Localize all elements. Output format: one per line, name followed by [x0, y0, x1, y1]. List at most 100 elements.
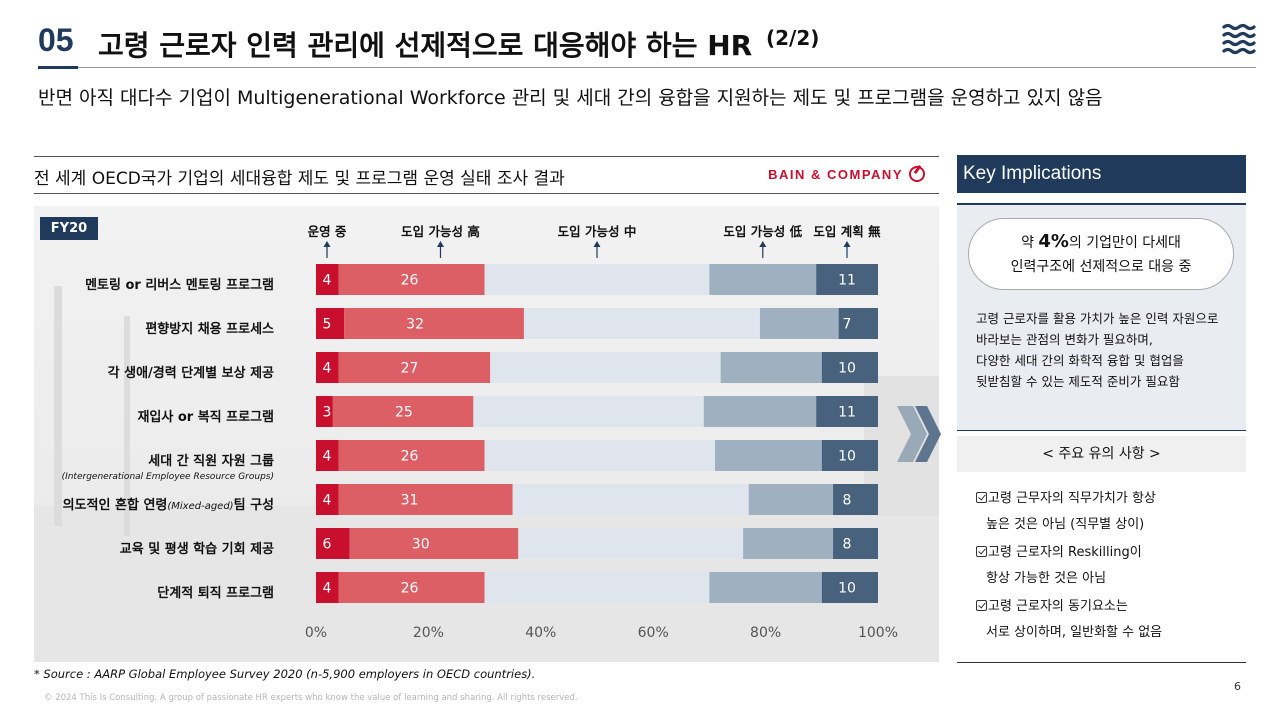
- legend-arrowhead: [323, 241, 331, 247]
- checkbox-icon: [976, 546, 987, 557]
- data-label: 26: [401, 449, 419, 465]
- title-divider: [38, 67, 1256, 68]
- legend-label: 운영 중: [308, 224, 347, 239]
- wave-logo-icon: [1222, 23, 1256, 55]
- checkbox-icon: [976, 600, 987, 611]
- page-subtitle: 반면 아직 대다수 기업이 Multigenerational Workforc…: [38, 87, 1103, 109]
- data-label: 25: [395, 405, 413, 421]
- bar-segment: [512, 484, 749, 515]
- category-label: 각 생애/경력 단계별 보상 제공: [107, 366, 274, 381]
- bar-segment: [338, 264, 485, 295]
- bar-segment: [715, 440, 822, 471]
- cautions-bottom-rule: [957, 662, 1246, 663]
- category-sublabel: (Intergenerational Employee Resource Gro…: [61, 472, 274, 482]
- data-label: 30: [412, 537, 430, 553]
- legend-label: 도입 가능성 低: [723, 224, 802, 239]
- bar-segment: [759, 308, 839, 339]
- data-label: 11: [838, 405, 856, 421]
- bar-segment: [349, 528, 519, 559]
- bar-segment: [709, 264, 817, 295]
- bar-segment: [821, 572, 878, 603]
- bar-segment: [484, 264, 710, 295]
- category-label: 단계적 퇴직 프로그램: [157, 586, 274, 601]
- caution-line1: 고령 근로자의 Reskilling이: [988, 545, 1142, 560]
- cautions-heading: < 주요 유의 사항 >: [957, 436, 1246, 472]
- data-label: 31: [401, 493, 419, 509]
- category-label: 교육 및 평생 학습 기회 제공: [119, 542, 274, 557]
- data-label: 3: [323, 405, 332, 421]
- bar-segment: [720, 352, 822, 383]
- legend-arrowhead: [436, 241, 444, 247]
- source-note: * Source : AARP Global Employee Survey 2…: [34, 667, 536, 681]
- data-label: 10: [838, 449, 856, 465]
- page-number: 6: [1234, 680, 1241, 693]
- caution-line1: 고령 근로자의 동기요소는: [988, 599, 1128, 614]
- data-label: 5: [323, 317, 332, 333]
- bar-segment: [338, 440, 485, 471]
- legend-label: 도입 가능성 中: [558, 224, 637, 239]
- caution-line2: 항상 가능한 것은 아님: [986, 571, 1107, 586]
- bar-segment: [816, 396, 878, 427]
- bar-segment: [316, 352, 339, 383]
- bar-segment: [816, 264, 878, 295]
- chart-title: 전 세계 OECD국가 기업의 세대융합 제도 및 프로그램 운영 실태 조사 …: [34, 169, 565, 189]
- cautions-list: 고령 근무자의 직무가치가 항상 높은 것은 아님 (직무별 상이) 고령 근로…: [976, 486, 1242, 648]
- category-label-tail: 팀 구성: [233, 498, 274, 513]
- legend-label: 도입 계획 無: [813, 224, 881, 239]
- title-accent-bar: [38, 66, 78, 69]
- bar-segment: [709, 572, 822, 603]
- bar-segment: [838, 308, 878, 339]
- chart-header: 전 세계 OECD국가 기업의 세대융합 제도 및 프로그램 운영 실태 조사 …: [34, 156, 939, 194]
- legend-label: 도입 가능성 高: [401, 224, 480, 239]
- data-label: 26: [401, 273, 419, 289]
- data-label: 8: [843, 537, 852, 553]
- data-label: 10: [838, 581, 856, 597]
- bg-flagpole: [124, 316, 130, 536]
- bar-segment: [484, 572, 710, 603]
- implications-line: 고령 근로자를 활용 가치가 높은 인력 자원으로: [976, 311, 1219, 326]
- bar-segment: [473, 396, 704, 427]
- category-label: 세대 간 직원 자원 그룹: [148, 454, 274, 469]
- bar-segment: [821, 440, 878, 471]
- bg-flagpole: [54, 286, 62, 526]
- bar-segment: [316, 528, 350, 559]
- fiscal-year-badge: FY20: [40, 217, 98, 240]
- bar-segment: [338, 352, 491, 383]
- bar-segment: [833, 528, 878, 559]
- copyright: © 2024 This Is Consulting. A group of pa…: [44, 693, 578, 703]
- data-label: 8: [843, 493, 852, 509]
- bar-segment: [518, 528, 744, 559]
- data-label: 10: [838, 361, 856, 377]
- legend-arrowhead: [759, 241, 767, 247]
- bar-segment: [344, 308, 524, 339]
- data-label: 4: [323, 449, 332, 465]
- data-label: 27: [401, 361, 419, 377]
- bar-segment: [316, 440, 339, 471]
- highlight-line2: 인력구조에 선제적으로 대응 중: [1010, 259, 1192, 275]
- implications-line: 뒷받침할 수 있는 제도적 준비가 필요함: [976, 374, 1180, 389]
- checkbox-icon: [976, 492, 987, 503]
- page-title-text: 고령 근로자 인력 관리에 선제적으로 대응해야 하는 HR: [98, 29, 753, 62]
- slide-number: 05: [38, 22, 74, 58]
- category-label: 재입사 or 복직 프로그램: [137, 410, 274, 425]
- bar-segment: [316, 572, 339, 603]
- bar-segment: [833, 484, 878, 515]
- bain-logo: BAIN & COMPANY: [768, 166, 925, 182]
- legend-arrowhead: [843, 241, 851, 247]
- caution-item: 고령 근로자의 동기요소는 서로 상이하며, 일반화할 수 없음: [976, 594, 1242, 646]
- bar-segment: [316, 264, 339, 295]
- bar-segment: [743, 528, 834, 559]
- bar-segment: [748, 484, 834, 515]
- caution-line2: 높은 것은 아님 (직무별 상이): [986, 517, 1145, 532]
- x-tick-label: 20%: [413, 625, 444, 641]
- bain-logo-text: BAIN & COMPANY: [768, 167, 903, 182]
- caution-line1: 고령 근무자의 직무가치가 항상: [988, 491, 1156, 506]
- implications-body: 고령 근로자를 활용 가치가 높은 인력 자원으로 바라보는 관점의 변화가 필…: [976, 308, 1238, 392]
- bar-segment: [338, 484, 513, 515]
- bar-segment: [523, 308, 760, 339]
- x-tick-label: 100%: [858, 625, 898, 641]
- highlight-value: 4%: [1038, 231, 1069, 252]
- chevron-right-icon: [897, 406, 941, 462]
- bar-segment: [316, 484, 339, 515]
